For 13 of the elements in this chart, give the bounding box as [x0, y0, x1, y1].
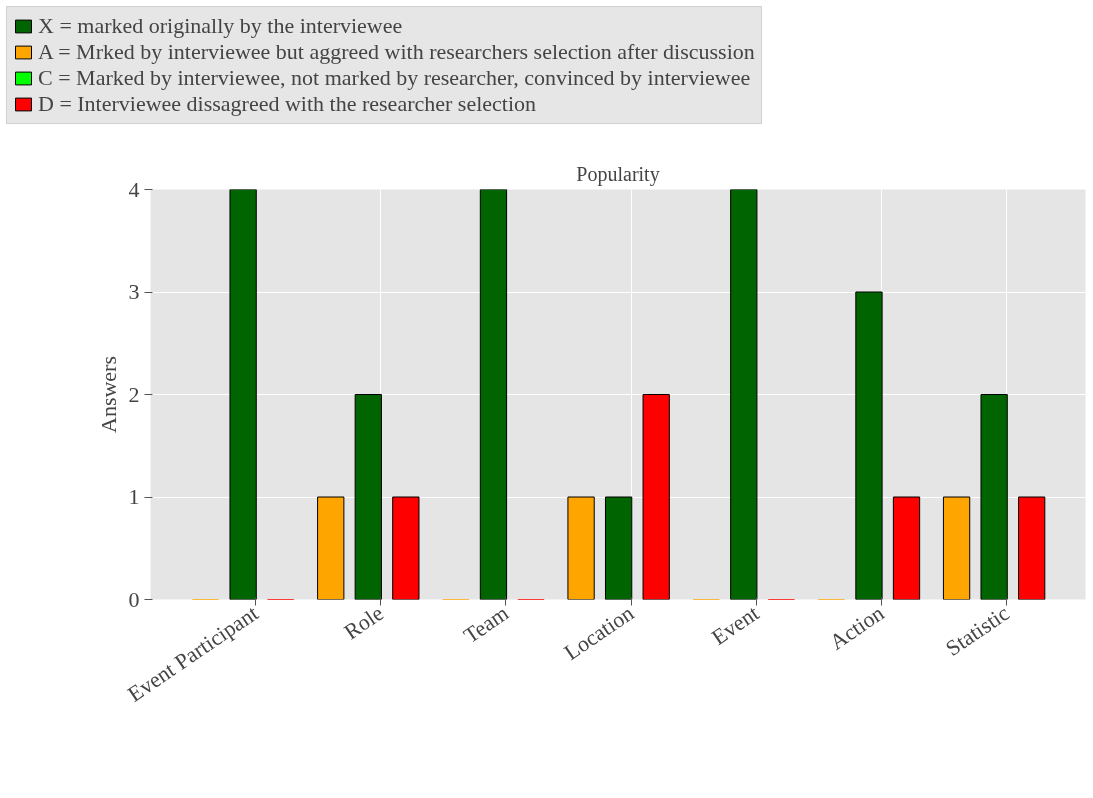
y-tick-label: 2 — [128, 381, 140, 407]
x-tick-label: Role — [339, 600, 388, 645]
y-tick-label: 3 — [128, 279, 140, 304]
legend-label: D = Interviewee dissagreed with the researcher selection — [38, 91, 537, 117]
legend-label: C = Marked by interviewee, not marked by researcher, convinced by interviewee — [38, 65, 751, 91]
legend-label: A = Mrked by interviewee but aggreed with researchers selection after discussion — [38, 39, 755, 65]
x-tick-label: Team — [458, 600, 514, 649]
legend-label: X = marked originally by the interviewee — [38, 13, 403, 39]
y-tick-label: 1 — [128, 484, 140, 509]
chart-title: Popularity — [576, 162, 660, 186]
y-tick-label: 0 — [128, 586, 140, 612]
y-axis-title: Answers — [95, 355, 121, 433]
y-tick-label: 4 — [128, 176, 140, 202]
